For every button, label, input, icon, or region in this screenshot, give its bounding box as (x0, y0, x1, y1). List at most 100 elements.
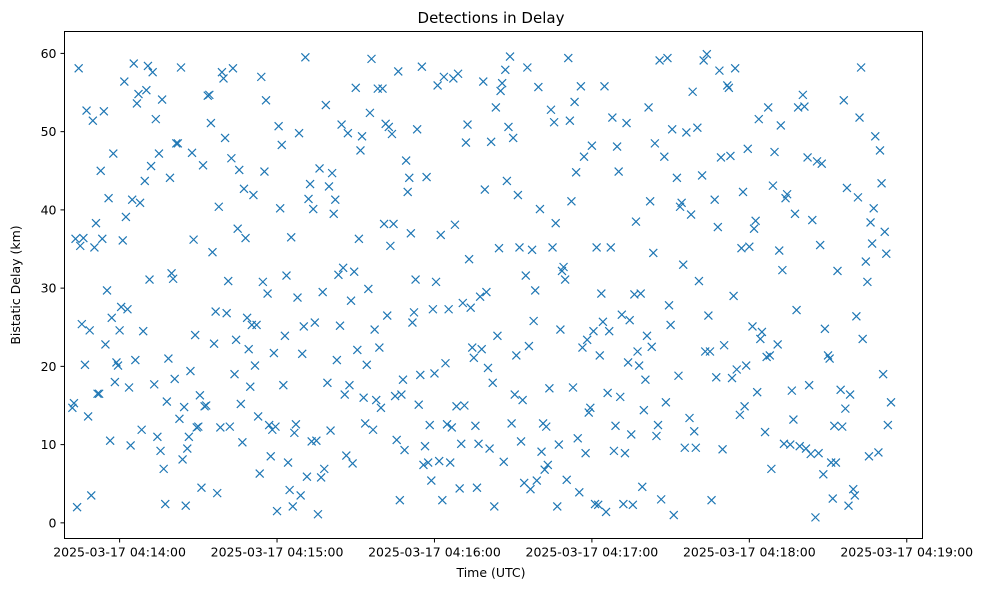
data-point (365, 108, 375, 118)
data-point (321, 100, 331, 110)
data-point (329, 209, 339, 219)
data-point (614, 167, 624, 176)
data-point (256, 72, 266, 82)
data-point (433, 81, 443, 90)
data-point (513, 190, 523, 200)
data-point (220, 133, 230, 143)
data-point (285, 485, 295, 495)
data-point (730, 63, 740, 73)
data-point (423, 458, 433, 468)
data-point (688, 87, 698, 97)
data-point (737, 243, 746, 253)
data-point (176, 63, 186, 72)
data-point (381, 119, 391, 129)
data-point (318, 287, 328, 297)
data-point (773, 340, 783, 349)
data-point (740, 401, 750, 411)
data-point (444, 304, 454, 314)
data-point (727, 373, 737, 383)
data-point (842, 183, 852, 193)
data-point (757, 327, 767, 337)
data-point (467, 343, 477, 353)
data-point (99, 106, 109, 116)
data-point (555, 325, 565, 335)
data-point (108, 149, 118, 158)
data-point (121, 212, 131, 222)
data-point (211, 307, 221, 317)
data-point (398, 375, 408, 385)
data-point (135, 198, 145, 208)
data-point (508, 133, 518, 143)
data-point (472, 483, 482, 493)
data-point (85, 325, 95, 335)
data-point (770, 147, 779, 157)
data-point (494, 243, 504, 253)
data-point (639, 405, 649, 415)
data-point (187, 148, 197, 158)
data-point (719, 340, 729, 350)
data-point (729, 291, 739, 301)
data-point (288, 501, 298, 511)
data-point (628, 500, 638, 510)
data-point (464, 254, 474, 264)
data-points (67, 49, 896, 522)
data-point (363, 284, 373, 294)
data-point (625, 315, 635, 325)
data-point (601, 507, 611, 517)
data-point (260, 167, 269, 176)
data-point (378, 84, 387, 94)
data-point (212, 488, 222, 498)
data-point (275, 203, 285, 213)
data-point (714, 66, 724, 76)
data-point (666, 320, 676, 330)
data-point (319, 464, 329, 474)
data-point (763, 102, 773, 112)
data-point (165, 173, 175, 183)
data-point (250, 361, 260, 371)
data-point (167, 268, 176, 278)
data-point (554, 440, 564, 450)
data-point (515, 243, 524, 252)
data-point (417, 62, 427, 72)
data-point (873, 448, 883, 457)
data-point (609, 446, 619, 456)
data-point (293, 293, 302, 302)
data-point (631, 217, 641, 227)
data-point (546, 105, 556, 115)
data-point (376, 403, 386, 413)
data-point (755, 334, 765, 344)
data-point (845, 390, 855, 399)
data-point (123, 304, 132, 314)
data-point (529, 316, 539, 326)
data-point (425, 420, 435, 430)
data-point (277, 140, 287, 150)
data-point (527, 245, 537, 255)
data-point (340, 390, 350, 399)
data-point (815, 240, 825, 250)
data-point (707, 495, 716, 505)
chart-title: Detections in Delay (418, 9, 565, 27)
data-point (428, 304, 438, 314)
y-tick-label: 10 (41, 437, 57, 452)
data-point (280, 331, 290, 341)
data-point (374, 343, 384, 353)
data-point (289, 428, 299, 438)
data-point (611, 421, 620, 431)
data-point (595, 350, 605, 360)
data-point (500, 65, 510, 75)
y-tick-label: 50 (41, 124, 57, 139)
data-point (152, 432, 162, 442)
data-point (445, 458, 455, 468)
data-point (524, 341, 534, 351)
data-point (855, 113, 864, 122)
data-point (124, 383, 134, 392)
data-point (190, 330, 200, 340)
data-point (607, 113, 617, 122)
data-point (672, 173, 682, 183)
data-point (182, 444, 192, 453)
data-point (160, 499, 170, 509)
data-point (792, 305, 801, 315)
data-point (833, 266, 842, 276)
data-point (866, 217, 875, 227)
data-point (267, 425, 277, 435)
